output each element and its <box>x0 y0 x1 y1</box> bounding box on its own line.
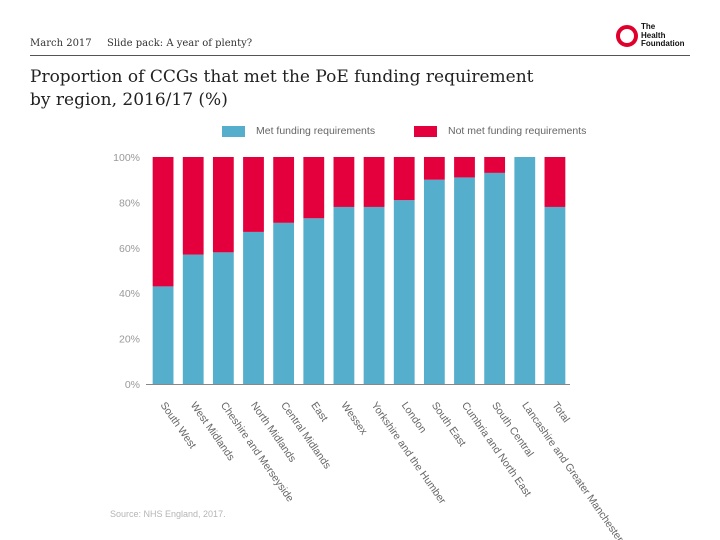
source-note: Source: NHS England, 2017. <box>110 509 226 519</box>
legend-item-met: Met funding requirements <box>222 125 375 137</box>
health-foundation-logo-icon <box>616 25 638 47</box>
legend-swatch-met <box>222 125 245 137</box>
chart-title: Proportion of CCGs that met the PoE fund… <box>30 66 630 112</box>
bar-not-met <box>273 157 295 223</box>
logo-line-2: Health <box>641 30 666 40</box>
bar-met <box>273 222 295 384</box>
header-divider <box>30 55 690 56</box>
bar-not-met <box>454 157 475 178</box>
health-foundation-logo: The Health Foundation <box>616 22 706 52</box>
header-slide-pack: Slide pack: A year of plenty? <box>107 38 253 49</box>
slide-header: March 2017 Slide pack: A year of plenty?… <box>0 0 720 60</box>
bar-met <box>423 179 445 384</box>
y-tick-label: 60% <box>119 243 140 255</box>
legend-label-met: Met funding requirements <box>256 125 376 137</box>
header-date: March 2017 <box>30 38 92 49</box>
x-tick-label: Lancashire and Greater Manchester <box>519 400 626 540</box>
bar-not-met <box>152 157 174 287</box>
bar-not-met <box>363 157 385 207</box>
legend-label-not-met: Not met funding requirements <box>448 125 587 137</box>
x-tick-label: Wessex <box>338 400 370 438</box>
y-tick-label: 0% <box>125 379 140 391</box>
bar-not-met <box>423 157 445 180</box>
bar-not-met <box>544 157 566 207</box>
bar-not-met <box>182 157 204 255</box>
legend-item-not-met: Not met funding requirements <box>414 125 586 137</box>
y-tick-label: 100% <box>113 152 140 164</box>
chart-title-line-2: by region, 2016/17 (%) <box>30 90 228 110</box>
bar-met <box>182 254 204 384</box>
bar-met <box>484 172 506 384</box>
x-tick-label: East <box>308 400 330 424</box>
bar-not-met <box>212 157 234 253</box>
x-tick-label: London <box>399 400 429 436</box>
bar-met <box>454 177 475 384</box>
logo-line-3: Foundation <box>641 39 685 48</box>
chart-legend: Met funding requirements Not met funding… <box>0 125 720 141</box>
bar-not-met <box>303 157 325 219</box>
logo-line-1: The <box>641 22 656 31</box>
y-tick-label: 20% <box>119 334 140 346</box>
y-tick-label: 40% <box>119 288 140 300</box>
bar-met <box>544 206 566 384</box>
legend-swatch-not-met <box>414 125 437 137</box>
bar-not-met <box>484 157 506 173</box>
bar-not-met <box>333 157 355 207</box>
y-tick-label: 80% <box>119 197 140 209</box>
bar-met <box>393 200 415 384</box>
chart-title-line-1: Proportion of CCGs that met the PoE fund… <box>30 67 534 87</box>
bar-not-met <box>393 157 415 201</box>
bar-met <box>152 286 174 384</box>
x-tick-label: Total <box>549 400 572 425</box>
bar-met <box>363 206 385 384</box>
bar-met <box>333 206 355 384</box>
logo-text: The Health Foundation <box>641 22 685 49</box>
bar-met <box>212 252 234 384</box>
bar-not-met <box>243 157 264 232</box>
bar-met <box>243 231 264 384</box>
bar-met <box>514 157 536 384</box>
bar-met <box>303 218 325 384</box>
